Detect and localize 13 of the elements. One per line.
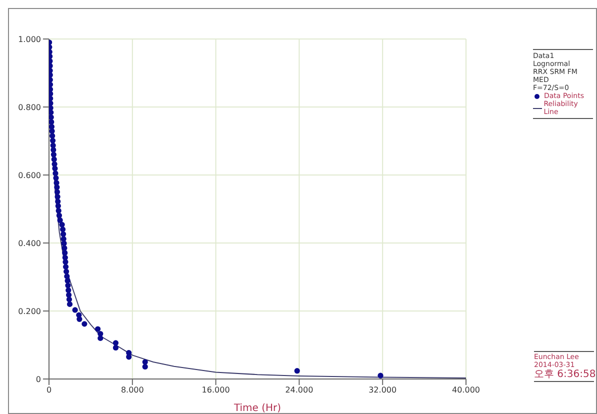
y-tick-label: 0 bbox=[36, 374, 41, 384]
y-tick-label: 0.600 bbox=[18, 170, 41, 180]
x-tick-label: 32.000 bbox=[368, 386, 397, 395]
y-tick-label: 0.800 bbox=[18, 102, 41, 112]
y-tick-label: 0.400 bbox=[18, 238, 41, 248]
x-axis-title: Time (Hr) bbox=[232, 403, 282, 414]
x-tick-label: 40.000 bbox=[452, 386, 480, 395]
x-tick-label: 16.000 bbox=[202, 386, 230, 395]
x-tick-label: 8.000 bbox=[120, 386, 144, 395]
y-tick-label: 1.000 bbox=[18, 34, 41, 44]
x-tick-label: 24.000 bbox=[285, 386, 314, 395]
x-tick-label: 0 bbox=[46, 386, 52, 395]
y-tick-label: 0.200 bbox=[18, 306, 41, 316]
